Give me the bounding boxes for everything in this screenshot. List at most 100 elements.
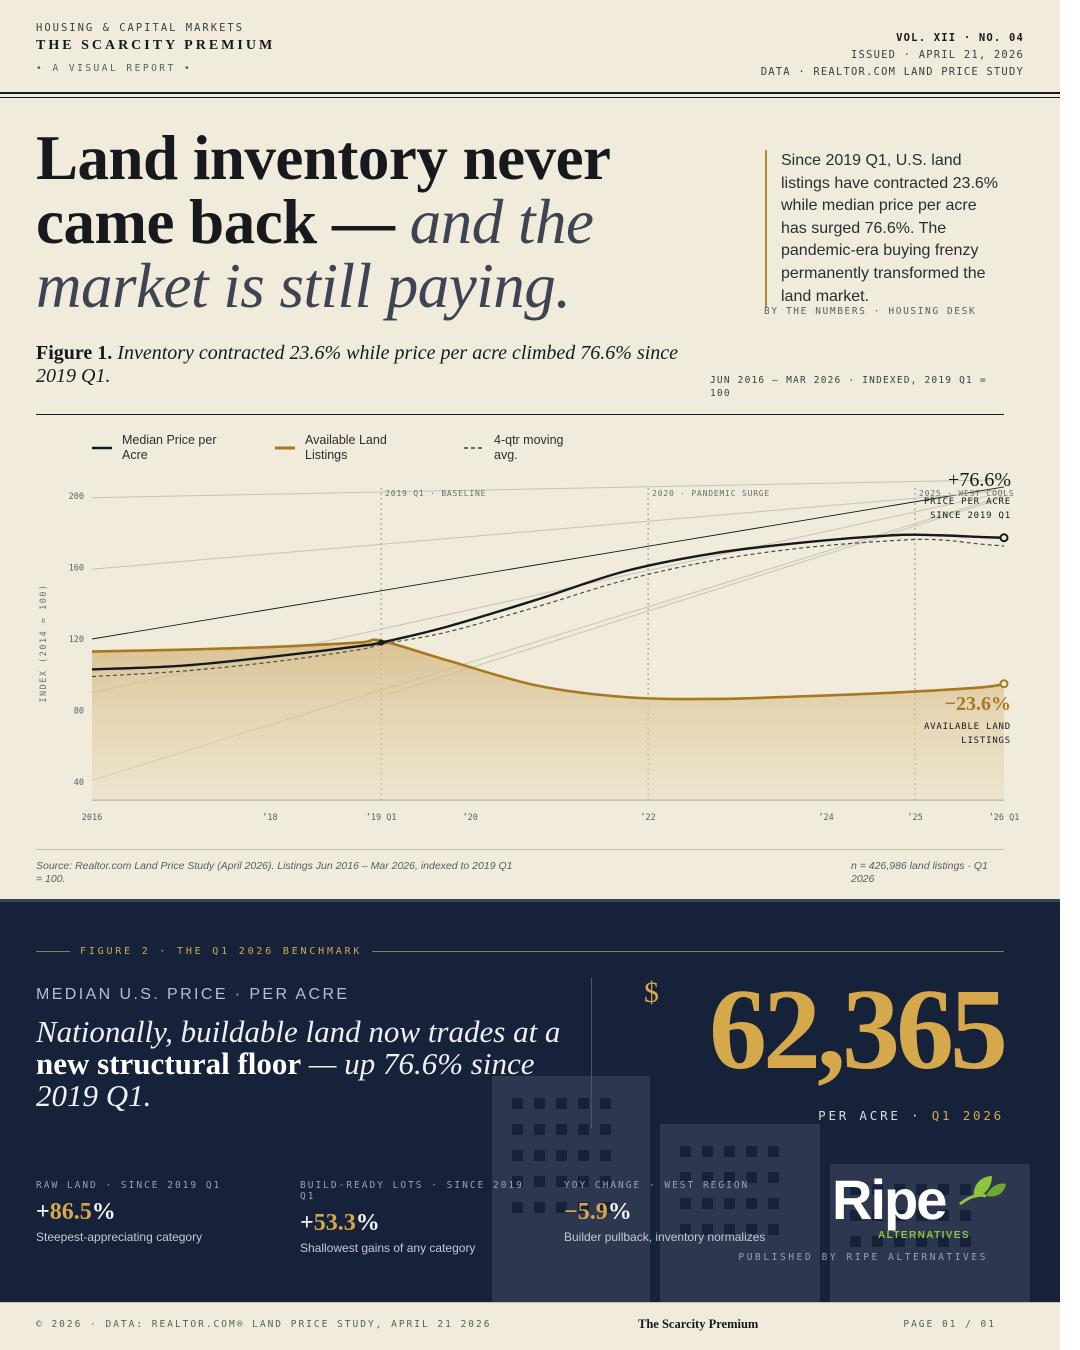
figure-1-caption-text: Inventory contracted 23.6% while price p… <box>36 342 679 387</box>
building-window <box>702 1172 713 1183</box>
listings-change-callout: −23.6% <box>945 693 1011 715</box>
building-window <box>556 1150 567 1161</box>
footer-title: The Scarcity Premium <box>638 1317 759 1331</box>
chart-sample-size: n = 426,986 land listings · Q1 2026 <box>851 860 988 885</box>
building-window <box>894 1184 905 1195</box>
building-window <box>746 1224 757 1235</box>
panel-divider <box>0 899 1060 902</box>
y-tick-label: 200 <box>69 492 84 502</box>
volume-number: VOL. XII · NO. 04 <box>896 32 1024 44</box>
price-change-callout: +76.6% <box>948 469 1011 491</box>
price-end-point <box>999 533 1009 543</box>
dek-text: Since 2019 Q1, U.S. land listings have c… <box>765 150 1003 309</box>
building-window <box>894 1210 905 1221</box>
building-window <box>680 1172 691 1183</box>
stat-description: Builder pullback, inventory normalizes <box>564 1230 766 1244</box>
figure-2-kicker-text: FIGURE 2 · THE Q1 2026 BENCHMARK <box>80 946 363 957</box>
chart-footer-divider <box>36 849 1004 850</box>
stat-yoy-west: YOY CHANGE · WEST REGION −5.9% Builder p… <box>564 1180 765 1244</box>
x-tick-label: 2016 <box>82 813 102 823</box>
annotation-label: 2025 · WEST COOLS <box>919 489 1014 498</box>
building-window <box>600 1202 611 1213</box>
building-window <box>600 1176 611 1187</box>
legend-label-moving-avg: 4-qtr moving avg. <box>494 433 564 462</box>
moving-average-line <box>91 538 1005 678</box>
footer-copyright: © 2026 · DATA: REALTOR.COM® LAND PRICE S… <box>36 1319 492 1330</box>
x-tick-label: ’22 <box>640 813 655 823</box>
published-by: PUBLISHED BY RIPE ALTERNATIVES <box>738 1252 988 1263</box>
building-window <box>768 1224 779 1235</box>
price-line <box>91 533 1005 671</box>
period-text: Q1 2026 <box>931 1108 1004 1123</box>
building-window <box>512 1124 523 1135</box>
headline: Land inventory never came back — and the… <box>36 126 736 318</box>
x-tick-label: ’18 <box>262 813 277 823</box>
stat-sign: + <box>36 1199 50 1225</box>
annotation-label: 2020 · PANDEMIC SURGE <box>652 489 770 498</box>
building-window <box>512 1150 523 1161</box>
headline-line-2-italic: and the <box>394 187 594 257</box>
building-window <box>534 1202 545 1213</box>
x-tick-label: ’24 <box>818 813 833 823</box>
issue-date: ISSUED · APRIL 21, 2026 <box>851 49 1024 61</box>
building-window <box>534 1176 545 1187</box>
publication-title: THE SCARCITY PREMIUM <box>36 38 276 53</box>
leaf-icon <box>959 1176 1006 1206</box>
headline-line-3: market is still paying. <box>36 251 571 321</box>
trend-line <box>91 486 1005 640</box>
legend-label-price: Median Price per Acre <box>122 433 217 462</box>
section-kicker: HOUSING & CAPITAL MARKETS <box>36 22 245 34</box>
building-window <box>556 1176 567 1187</box>
quote-emphasis: new structural floor <box>36 1046 302 1081</box>
stat-description: Steepest-appreciating category <box>36 1230 203 1244</box>
dek-byline: BY THE NUMBERS · HOUSING DESK <box>764 306 977 317</box>
building-window <box>702 1146 713 1157</box>
dollar-sign: $ <box>644 976 659 1009</box>
building-window <box>960 1236 971 1247</box>
building-window <box>578 1176 589 1187</box>
stat-value: −5.9% <box>564 1199 765 1226</box>
building-window <box>960 1184 971 1195</box>
building-window <box>724 1172 735 1183</box>
stat-sign: + <box>300 1210 314 1236</box>
building-window <box>534 1098 545 1109</box>
stat-build-ready-lots: BUILD-READY LOTS · SINCE 2019 Q1 +53.3% … <box>300 1180 540 1255</box>
ripe-wordmark: Ripe <box>832 1168 947 1231</box>
quote-part-1: Nationally, buildable land now trades at… <box>36 1014 561 1049</box>
building-window <box>916 1210 927 1221</box>
median-price-quote: Nationally, buildable land now trades at… <box>36 1016 576 1112</box>
building-window <box>916 1184 927 1195</box>
building-window <box>872 1184 883 1195</box>
building-window <box>600 1098 611 1109</box>
building-window <box>578 1202 589 1213</box>
figure-1-label: Figure 1. <box>36 342 113 364</box>
building-window <box>746 1172 757 1183</box>
price-callout-label: SINCE 2019 Q1 <box>930 511 1011 521</box>
building-graphic <box>492 1076 650 1302</box>
stat-label: RAW LAND · SINCE 2019 Q1 <box>36 1180 222 1191</box>
stat-description: Shallowest gains of any category <box>300 1241 476 1255</box>
building-window <box>938 1236 949 1247</box>
building-window <box>768 1146 779 1157</box>
masthead-divider <box>0 92 1060 98</box>
building-window <box>556 1202 567 1213</box>
page-number: PAGE 01 / 01 <box>903 1319 996 1330</box>
stat-unit: % <box>355 1210 380 1236</box>
benchmark-panel: FIGURE 2 · THE Q1 2026 BENCHMARK MEDIAN … <box>0 902 1060 1302</box>
building-window <box>512 1176 523 1187</box>
listings-end-point <box>999 679 1009 689</box>
figure-1-chart: Median Price per Acre Available Land Listi… <box>39 433 1019 823</box>
building-window <box>534 1150 545 1161</box>
per-acre-label: PER ACRE · Q1 2026 <box>818 1108 1004 1123</box>
ripe-subtitle: ALTERNATIVES <box>878 1230 970 1241</box>
quote-part-2: — up 76.6% since 2019 Q1. <box>36 1046 535 1113</box>
building-window <box>680 1146 691 1157</box>
price-callout-label: PRICE PER ACRE <box>924 497 1011 507</box>
chart-legend: Median Price per Acre Available Land Listi… <box>92 433 564 462</box>
building-window <box>850 1184 861 1195</box>
building-window <box>702 1224 713 1235</box>
y-tick-label: 40 <box>74 778 84 788</box>
building-window <box>680 1198 691 1209</box>
figure-2-kicker: FIGURE 2 · THE Q1 2026 BENCHMARK <box>36 946 1004 957</box>
building-window <box>724 1224 735 1235</box>
